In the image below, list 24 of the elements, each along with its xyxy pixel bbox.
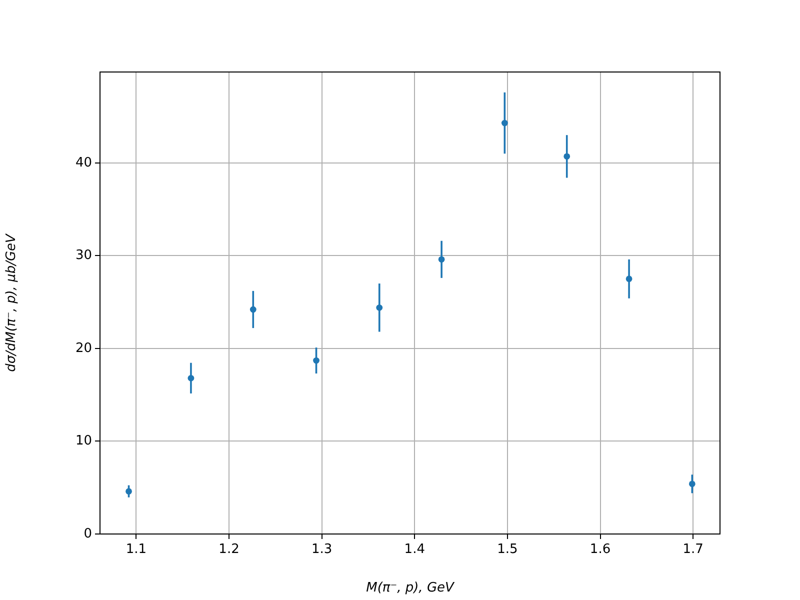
y-tick-label: 20: [75, 340, 92, 356]
point: [376, 304, 383, 311]
x-tick-label: 1.6: [590, 542, 611, 558]
point: [126, 488, 132, 495]
x-tick-label: 1.7: [682, 542, 704, 558]
point: [626, 276, 632, 282]
point: [438, 256, 445, 263]
y-axis-title: dσ/dM(π⁻, p), μb/GeV: [4, 232, 20, 372]
y-tick-label: 40: [75, 155, 92, 170]
point: [188, 374, 194, 382]
x-tick-label: 1.2: [218, 542, 240, 558]
point: [564, 153, 570, 160]
y-tick-label: 30: [75, 248, 92, 264]
point: [250, 306, 256, 313]
x-tick-label: 1.4: [404, 542, 425, 558]
x-tick-label: 1.5: [497, 542, 518, 558]
x-axis-title: M(π⁻, p), GeV: [366, 580, 456, 596]
y-tick-label: 10: [75, 434, 92, 449]
point: [313, 357, 320, 364]
point: [688, 480, 696, 488]
point: [501, 120, 508, 126]
y-tick-label: 0: [84, 526, 92, 542]
x-tick-label: 1.1: [126, 542, 147, 558]
x-tick-label: 1.3: [311, 542, 332, 558]
